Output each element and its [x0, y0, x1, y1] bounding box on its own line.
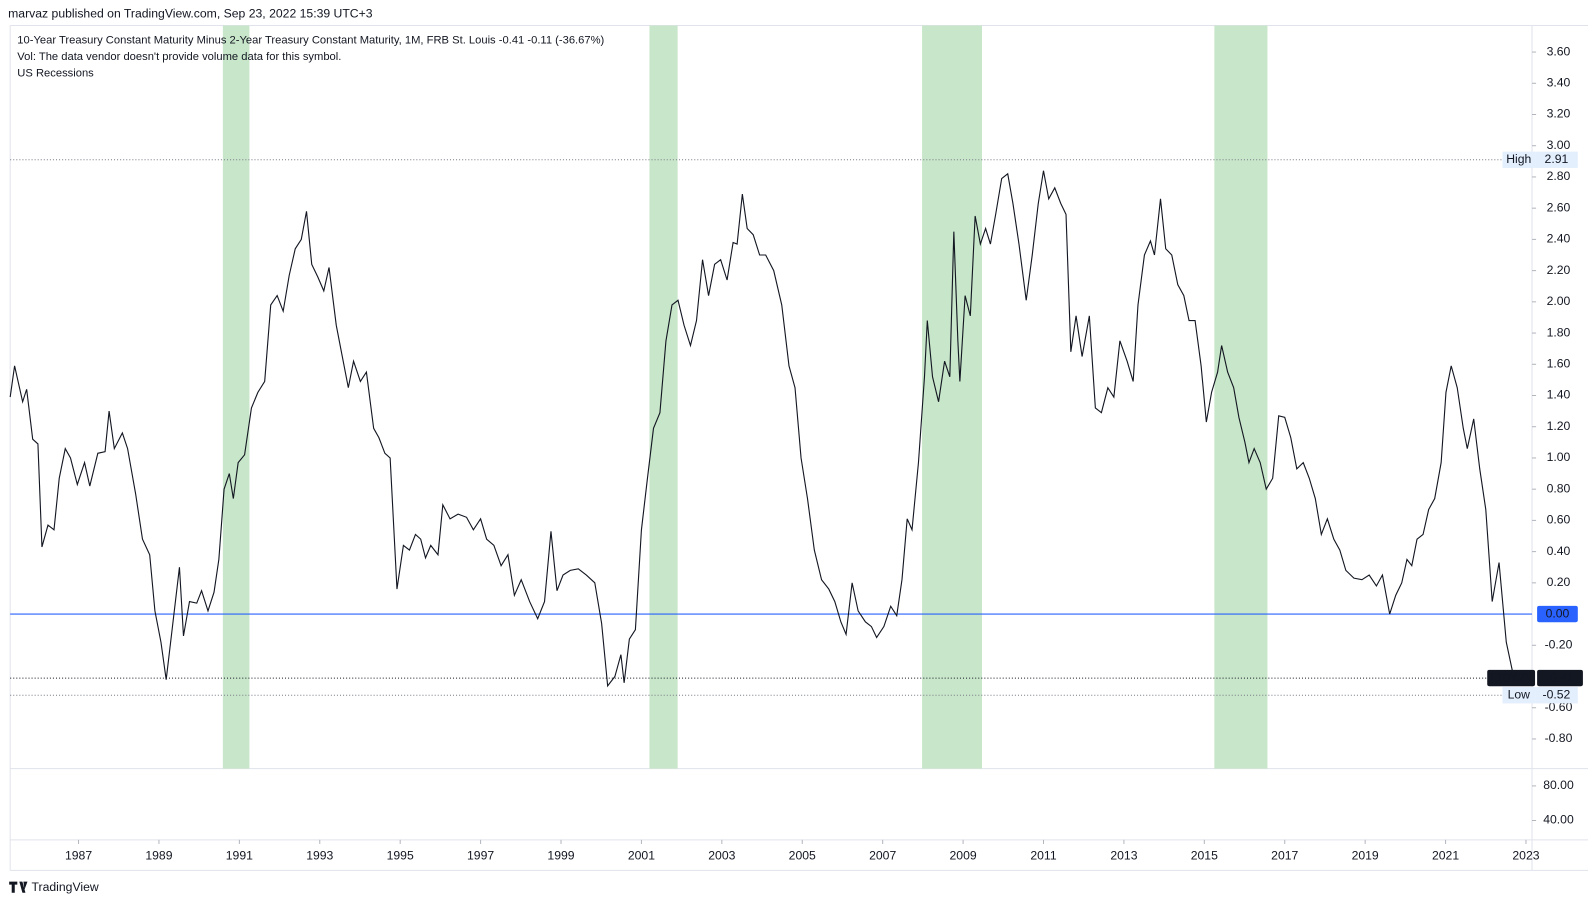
x-tick-label: 1995	[387, 848, 414, 862]
low-name-box	[1502, 687, 1536, 704]
mark-layer	[9, 159, 1533, 696]
recession-band	[1214, 25, 1268, 769]
x-tick-label: 2007	[869, 848, 896, 862]
x-tick-label: 2011	[1030, 848, 1056, 862]
recession-band	[649, 25, 678, 769]
low-name: Low	[1508, 687, 1531, 701]
low-value-box	[1535, 687, 1578, 704]
series-line	[9, 170, 1515, 688]
logo-icon	[9, 881, 28, 893]
x-tick-label: 2015	[1191, 848, 1218, 862]
y-tick-label: 3.00	[1547, 138, 1571, 152]
high-name: High	[1506, 152, 1531, 166]
y-tick-label: 1.80	[1547, 325, 1571, 339]
y-tick-label: 2.20	[1547, 263, 1571, 277]
brand-logo: TradingView	[9, 880, 99, 894]
y-tick-label: -0.20	[1545, 638, 1573, 652]
high-name-box	[1502, 151, 1536, 168]
y-tick-label: 2.40	[1547, 232, 1571, 246]
x-tick-label: 2013	[1110, 848, 1137, 862]
y-tick-label: -0.80	[1545, 731, 1573, 745]
x-tick-label: 2005	[789, 848, 816, 862]
y-tick-label: 1.00	[1547, 450, 1571, 464]
y-tick-label: 1.40	[1547, 388, 1571, 402]
x-tick-label: 1989	[145, 848, 172, 862]
x-tick-label: 2017	[1271, 848, 1298, 862]
y-tick-label: 40.00	[1543, 813, 1574, 827]
x-tick-label: 1987	[65, 848, 92, 862]
x-tick-label: 1991	[226, 848, 253, 862]
recession-band	[222, 25, 250, 769]
y-tick-label: 0.80	[1547, 481, 1571, 495]
y-tick-label: 3.60	[1547, 44, 1571, 58]
x-tick-label: 2023	[1512, 848, 1539, 862]
y-tick-label: 1.60	[1547, 357, 1571, 371]
subtitle: Vol: The data vendor doesn't provide vol…	[17, 51, 341, 63]
x-tick-label: 1999	[547, 848, 574, 862]
publisher: marvaz published on TradingView.com, Sep…	[8, 7, 373, 21]
x-tick-label: 1997	[467, 848, 494, 862]
x-tick-label: 2001	[628, 848, 655, 862]
last-value: -0.41	[1546, 670, 1574, 684]
x-tick-label: 2003	[708, 848, 735, 862]
legend-entry: US Recessions	[17, 67, 94, 79]
y-tick-label: 0.20	[1547, 575, 1571, 589]
brand: TradingView	[32, 880, 99, 894]
y-tick-label: 1.20	[1547, 419, 1571, 433]
high-value-box	[1535, 151, 1578, 168]
y-tick-label: 0.40	[1547, 544, 1571, 558]
label-layer: 3.60 3.40 3.20 3.00 2.80 2.60 2.40 2.20 2.00 1.80…	[65, 44, 1583, 862]
x-tick-label: 1993	[306, 848, 333, 862]
chart-title: 10-Year Treasury Constant Maturity Minus…	[17, 35, 604, 47]
y-tick-label: 0.60	[1547, 513, 1571, 527]
x-tick-label: 2021	[1432, 848, 1459, 862]
low-value: -0.52	[1543, 687, 1571, 701]
recession-band	[922, 25, 982, 769]
zero-label: 0.00	[1546, 606, 1570, 620]
y-tick-label: 2.00	[1547, 294, 1571, 308]
y-tick-label: -0.60	[1545, 700, 1573, 714]
y-tick-label: 80.00	[1543, 778, 1574, 792]
y-tick-label: 2.80	[1547, 169, 1571, 183]
recession-layer	[9, 25, 1588, 871]
y-tick-label: 3.40	[1547, 75, 1571, 89]
last-value-box	[1537, 669, 1583, 687]
y-tick-label: 3.20	[1547, 107, 1571, 121]
high-value: 2.91	[1545, 152, 1569, 166]
y-tick-label: 2.60	[1547, 200, 1571, 214]
x-tick-label: 2019	[1352, 848, 1379, 862]
series-name: T10Y2Y	[1489, 670, 1533, 684]
series-name-box	[1487, 669, 1536, 687]
zero-label-box	[1537, 605, 1578, 623]
x-tick-label: 2009	[950, 848, 977, 862]
